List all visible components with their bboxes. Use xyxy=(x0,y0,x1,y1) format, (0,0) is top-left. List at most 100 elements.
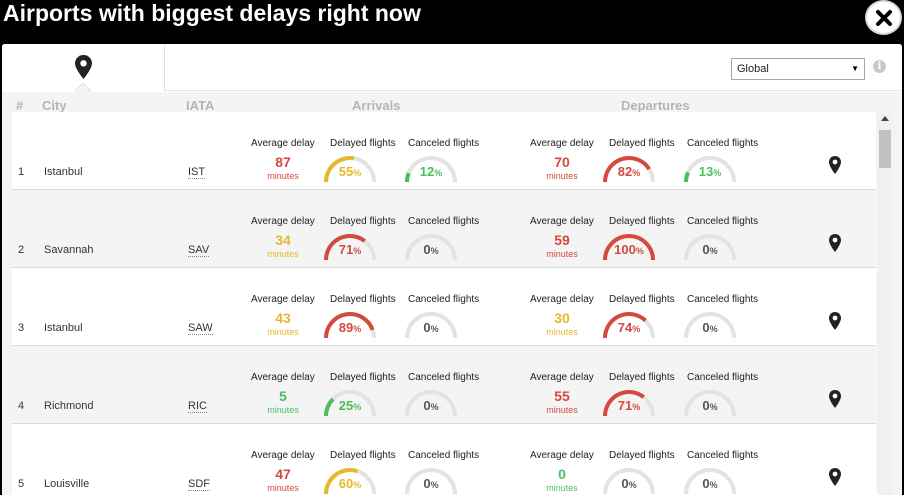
arr-canceled-number: 0 xyxy=(423,476,431,491)
arr-canceled-label: Canceled flights xyxy=(408,372,480,383)
map-pin-icon[interactable] xyxy=(828,467,842,492)
scroll-up-arrow[interactable] xyxy=(881,116,889,121)
arr-delayed-label: Delayed flights xyxy=(330,294,396,305)
arr-delayed-number: 25 xyxy=(338,398,354,413)
arr-canceled-gauge: 12% xyxy=(403,154,459,186)
arr-delayed-value: 60% xyxy=(322,476,378,491)
region-select[interactable]: Global ▼ xyxy=(731,58,865,80)
arr-canceled-gauge-track xyxy=(405,156,457,183)
map-pin-icon[interactable] xyxy=(828,311,842,336)
arr-canceled-gauge: 0% xyxy=(403,310,459,342)
dep-delayed-gauge: 100% xyxy=(601,232,657,264)
dep-canceled-gauge-track xyxy=(684,312,736,339)
dep-delayed-gauge: 74% xyxy=(601,310,657,342)
arr-canceled-value: 0% xyxy=(403,398,459,413)
dep-canceled-percent-sign: % xyxy=(713,168,722,178)
header-departures: Departures xyxy=(621,98,690,113)
table-row[interactable]: 5 Louisville SDF Average delay Delayed fligh… xyxy=(12,424,876,495)
dep-canceled-gauge: 0% xyxy=(682,466,738,495)
row-rank: 5 xyxy=(18,478,25,490)
row-iata[interactable]: SDF xyxy=(188,478,210,491)
page-title: Airports with biggest delays right now xyxy=(3,0,421,26)
arr-canceled-gauge-svg xyxy=(405,312,457,339)
arr-delayed-gauge: 71% xyxy=(322,232,378,264)
arr-avg-delay-value: 5 xyxy=(279,388,287,404)
arr-canceled-number: 0 xyxy=(423,242,431,257)
dep-delayed-gauge-track xyxy=(603,468,655,495)
dep-avg-delay-value: 70 xyxy=(554,154,570,170)
arr-delayed-percent-sign: % xyxy=(353,168,362,178)
map-pin-icon[interactable] xyxy=(828,389,842,414)
arr-canceled-gauge-fill xyxy=(405,172,411,183)
map-pin-icon[interactable] xyxy=(828,233,842,258)
arr-avg-delay-unit: minutes xyxy=(267,327,299,337)
dep-canceled-number: 0 xyxy=(702,476,710,491)
dep-avg-delay-value: 30 xyxy=(554,310,570,326)
dep-delayed-gauge: 82% xyxy=(601,154,657,186)
arr-delayed-gauge-fill xyxy=(324,312,375,339)
arr-delayed-percent-sign: % xyxy=(353,324,362,334)
dep-delayed-label: Delayed flights xyxy=(609,372,675,383)
dep-avg-delay-label: Average delay xyxy=(530,450,594,461)
dep-delayed-gauge-fill xyxy=(603,390,645,417)
row-city: Louisville xyxy=(44,478,90,490)
scrollbar[interactable] xyxy=(878,114,892,495)
arr-delayed-percent-sign: % xyxy=(353,402,362,412)
arr-delayed-gauge-fill xyxy=(324,397,335,417)
dep-canceled-gauge-track xyxy=(684,156,736,183)
arr-avg-delay-label: Average delay xyxy=(251,138,315,149)
dep-canceled-number: 0 xyxy=(702,398,710,413)
arr-canceled-number: 0 xyxy=(423,320,431,335)
dep-delayed-label: Delayed flights xyxy=(609,216,675,227)
dep-canceled-gauge-track xyxy=(684,390,736,417)
row-iata[interactable]: SAV xyxy=(188,244,210,257)
arr-canceled-percent-sign: % xyxy=(430,324,439,334)
dep-avg-delay-value: 59 xyxy=(554,232,570,248)
table-row[interactable]: 3 Istanbul SAW Average delay Delayed flights… xyxy=(12,268,876,346)
dep-canceled-value: 0% xyxy=(682,320,738,335)
dep-canceled-gauge: 0% xyxy=(682,388,738,420)
dep-avg-delay-unit: minutes xyxy=(546,405,578,415)
dep-delayed-number: 71 xyxy=(617,398,633,413)
delays-table: # City IATA Arrivals Departures 1 Istanbu… xyxy=(2,92,902,495)
close-button[interactable] xyxy=(865,0,902,35)
arr-avg-delay-label: Average delay xyxy=(251,450,315,461)
dep-delayed-percent-sign: % xyxy=(632,402,641,412)
dep-delayed-gauge-fill xyxy=(603,234,655,261)
arr-canceled-value: 0% xyxy=(403,476,459,491)
dep-delayed-label: Delayed flights xyxy=(609,138,675,149)
row-rank: 2 xyxy=(18,244,25,256)
arr-delayed-gauge-fill xyxy=(324,156,355,183)
row-iata[interactable]: IST xyxy=(188,166,206,179)
dep-avg-delay-label: Average delay xyxy=(530,372,594,383)
arr-canceled-gauge-track xyxy=(405,468,457,495)
arr-delayed-gauge-svg xyxy=(324,390,376,417)
arr-canceled-percent-sign: % xyxy=(430,246,439,256)
dep-canceled-value: 0% xyxy=(682,398,738,413)
dep-delayed-gauge: 0% xyxy=(601,466,657,495)
dep-delayed-percent-sign: % xyxy=(632,168,641,178)
table-row[interactable]: 2 Savannah SAV Average delay Delayed flights… xyxy=(12,190,876,268)
delays-panel: Global ▼ i # City IATA Arrivals Departur… xyxy=(2,44,902,495)
tab-bar: Global ▼ i xyxy=(2,44,902,91)
arr-avg-delay-value: 47 xyxy=(275,466,291,482)
arr-avg-delay-value: 87 xyxy=(275,154,291,170)
arr-delayed-gauge-svg xyxy=(324,468,376,495)
table-row[interactable]: 1 Istanbul IST Average delay Delayed flights… xyxy=(12,112,876,190)
dep-avg-delay-label: Average delay xyxy=(530,294,594,305)
dep-canceled-gauge-svg xyxy=(684,390,736,417)
table-row[interactable]: 4 Richmond RIC Average delay Delayed flights… xyxy=(12,346,876,424)
arr-delayed-gauge: 89% xyxy=(322,310,378,342)
info-icon[interactable]: i xyxy=(873,60,886,73)
header-iata: IATA xyxy=(186,98,215,113)
map-pin-icon[interactable] xyxy=(828,155,842,180)
row-iata[interactable]: RIC xyxy=(188,400,207,413)
dep-avg-delay-label: Average delay xyxy=(530,138,594,149)
row-iata[interactable]: SAW xyxy=(188,322,213,335)
arr-delayed-gauge-svg xyxy=(324,312,376,339)
arr-canceled-gauge-svg xyxy=(405,390,457,417)
scroll-thumb[interactable] xyxy=(879,130,891,168)
arr-canceled-percent-sign: % xyxy=(430,480,439,490)
dep-delayed-value: 74% xyxy=(601,320,657,335)
dep-canceled-percent-sign: % xyxy=(709,402,718,412)
